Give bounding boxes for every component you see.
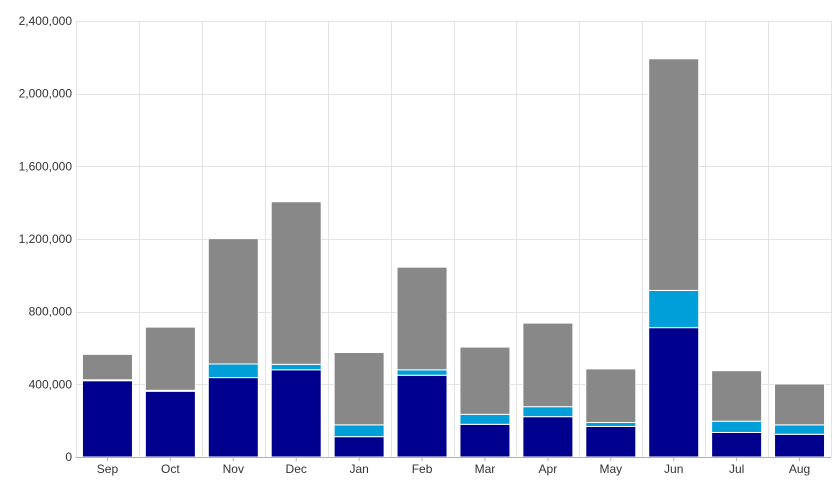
bar-segment-sep-series-3[interactable]: [81, 353, 133, 381]
bar-segment-may-series-2[interactable]: [585, 421, 637, 427]
x-tick-label: Jan: [349, 462, 368, 476]
bar-segment-aug-series-2[interactable]: [774, 424, 826, 435]
y-tick-label: 2,400,000: [19, 14, 73, 28]
bar-segment-jan-series-1[interactable]: [333, 436, 385, 458]
y-tick-label: 0: [65, 450, 72, 464]
x-tick-label: Mar: [475, 462, 496, 476]
bar-segment-nov-series-1[interactable]: [207, 377, 259, 458]
bar-segment-aug-series-3[interactable]: [774, 383, 826, 426]
bar-segment-jan-series-3[interactable]: [333, 352, 385, 426]
axis-layer: [76, 457, 831, 461]
x-tick-label: Sep: [97, 462, 119, 476]
bar-segment-nov-series-2[interactable]: [207, 363, 259, 379]
bar-segment-apr-series-2[interactable]: [522, 406, 574, 418]
x-tick-label: Aug: [789, 462, 810, 476]
bar-segment-jun-series-2[interactable]: [648, 289, 700, 329]
bar-segment-jun-series-1[interactable]: [648, 327, 700, 458]
bar-segment-feb-series-2[interactable]: [396, 369, 448, 376]
x-tick-label: Nov: [223, 462, 244, 476]
bar-segment-oct-series-1[interactable]: [144, 390, 196, 458]
bar-segment-mar-series-2[interactable]: [459, 413, 511, 425]
y-tick-label: 800,000: [29, 305, 73, 319]
bar-segment-sep-series-1[interactable]: [81, 380, 133, 458]
x-tick-label: May: [599, 462, 622, 476]
bar-segment-apr-series-3[interactable]: [522, 322, 574, 408]
bar-segment-mar-series-1[interactable]: [459, 423, 511, 458]
bar-segment-oct-series-3[interactable]: [144, 326, 196, 391]
y-tick-label: 400,000: [29, 377, 73, 391]
bar-segment-apr-series-1[interactable]: [522, 416, 574, 458]
bar-segment-jul-series-2[interactable]: [711, 420, 763, 433]
bar-segment-dec-series-3[interactable]: [270, 201, 322, 365]
y-tick-label: 1,200,000: [19, 232, 73, 246]
labels-layer: 0 400,000 800,000 1,200,000 1,600,000 2,000,0…: [19, 14, 811, 476]
bar-segment-jun-series-3[interactable]: [648, 58, 700, 291]
bar-segment-dec-series-1[interactable]: [270, 369, 322, 458]
grid-layer: [76, 21, 832, 457]
bar-segment-may-series-1[interactable]: [585, 425, 637, 458]
y-tick-label: 1,600,000: [19, 159, 73, 173]
bar-segment-jan-series-2[interactable]: [333, 424, 385, 438]
x-tick-label: Jun: [664, 462, 683, 476]
bar-segment-feb-series-1[interactable]: [396, 374, 448, 458]
bar-segment-mar-series-3[interactable]: [459, 346, 511, 415]
bar-segment-may-series-3[interactable]: [585, 368, 637, 423]
x-tick-label: Feb: [412, 462, 433, 476]
bar-segment-jul-series-3[interactable]: [711, 370, 763, 422]
bar-segment-jul-series-1[interactable]: [711, 431, 763, 458]
bar-segment-nov-series-3[interactable]: [207, 238, 259, 365]
bars-layer: [81, 58, 826, 458]
x-tick-label: Oct: [161, 462, 180, 476]
x-tick-label: Dec: [286, 462, 307, 476]
bar-segment-feb-series-3[interactable]: [396, 266, 448, 371]
x-tick-label: Jul: [729, 462, 744, 476]
bar-segment-aug-series-1[interactable]: [774, 433, 826, 458]
bar-segment-dec-series-2[interactable]: [270, 363, 322, 371]
y-tick-label: 2,000,000: [19, 87, 73, 101]
x-tick-label: Apr: [539, 462, 558, 476]
